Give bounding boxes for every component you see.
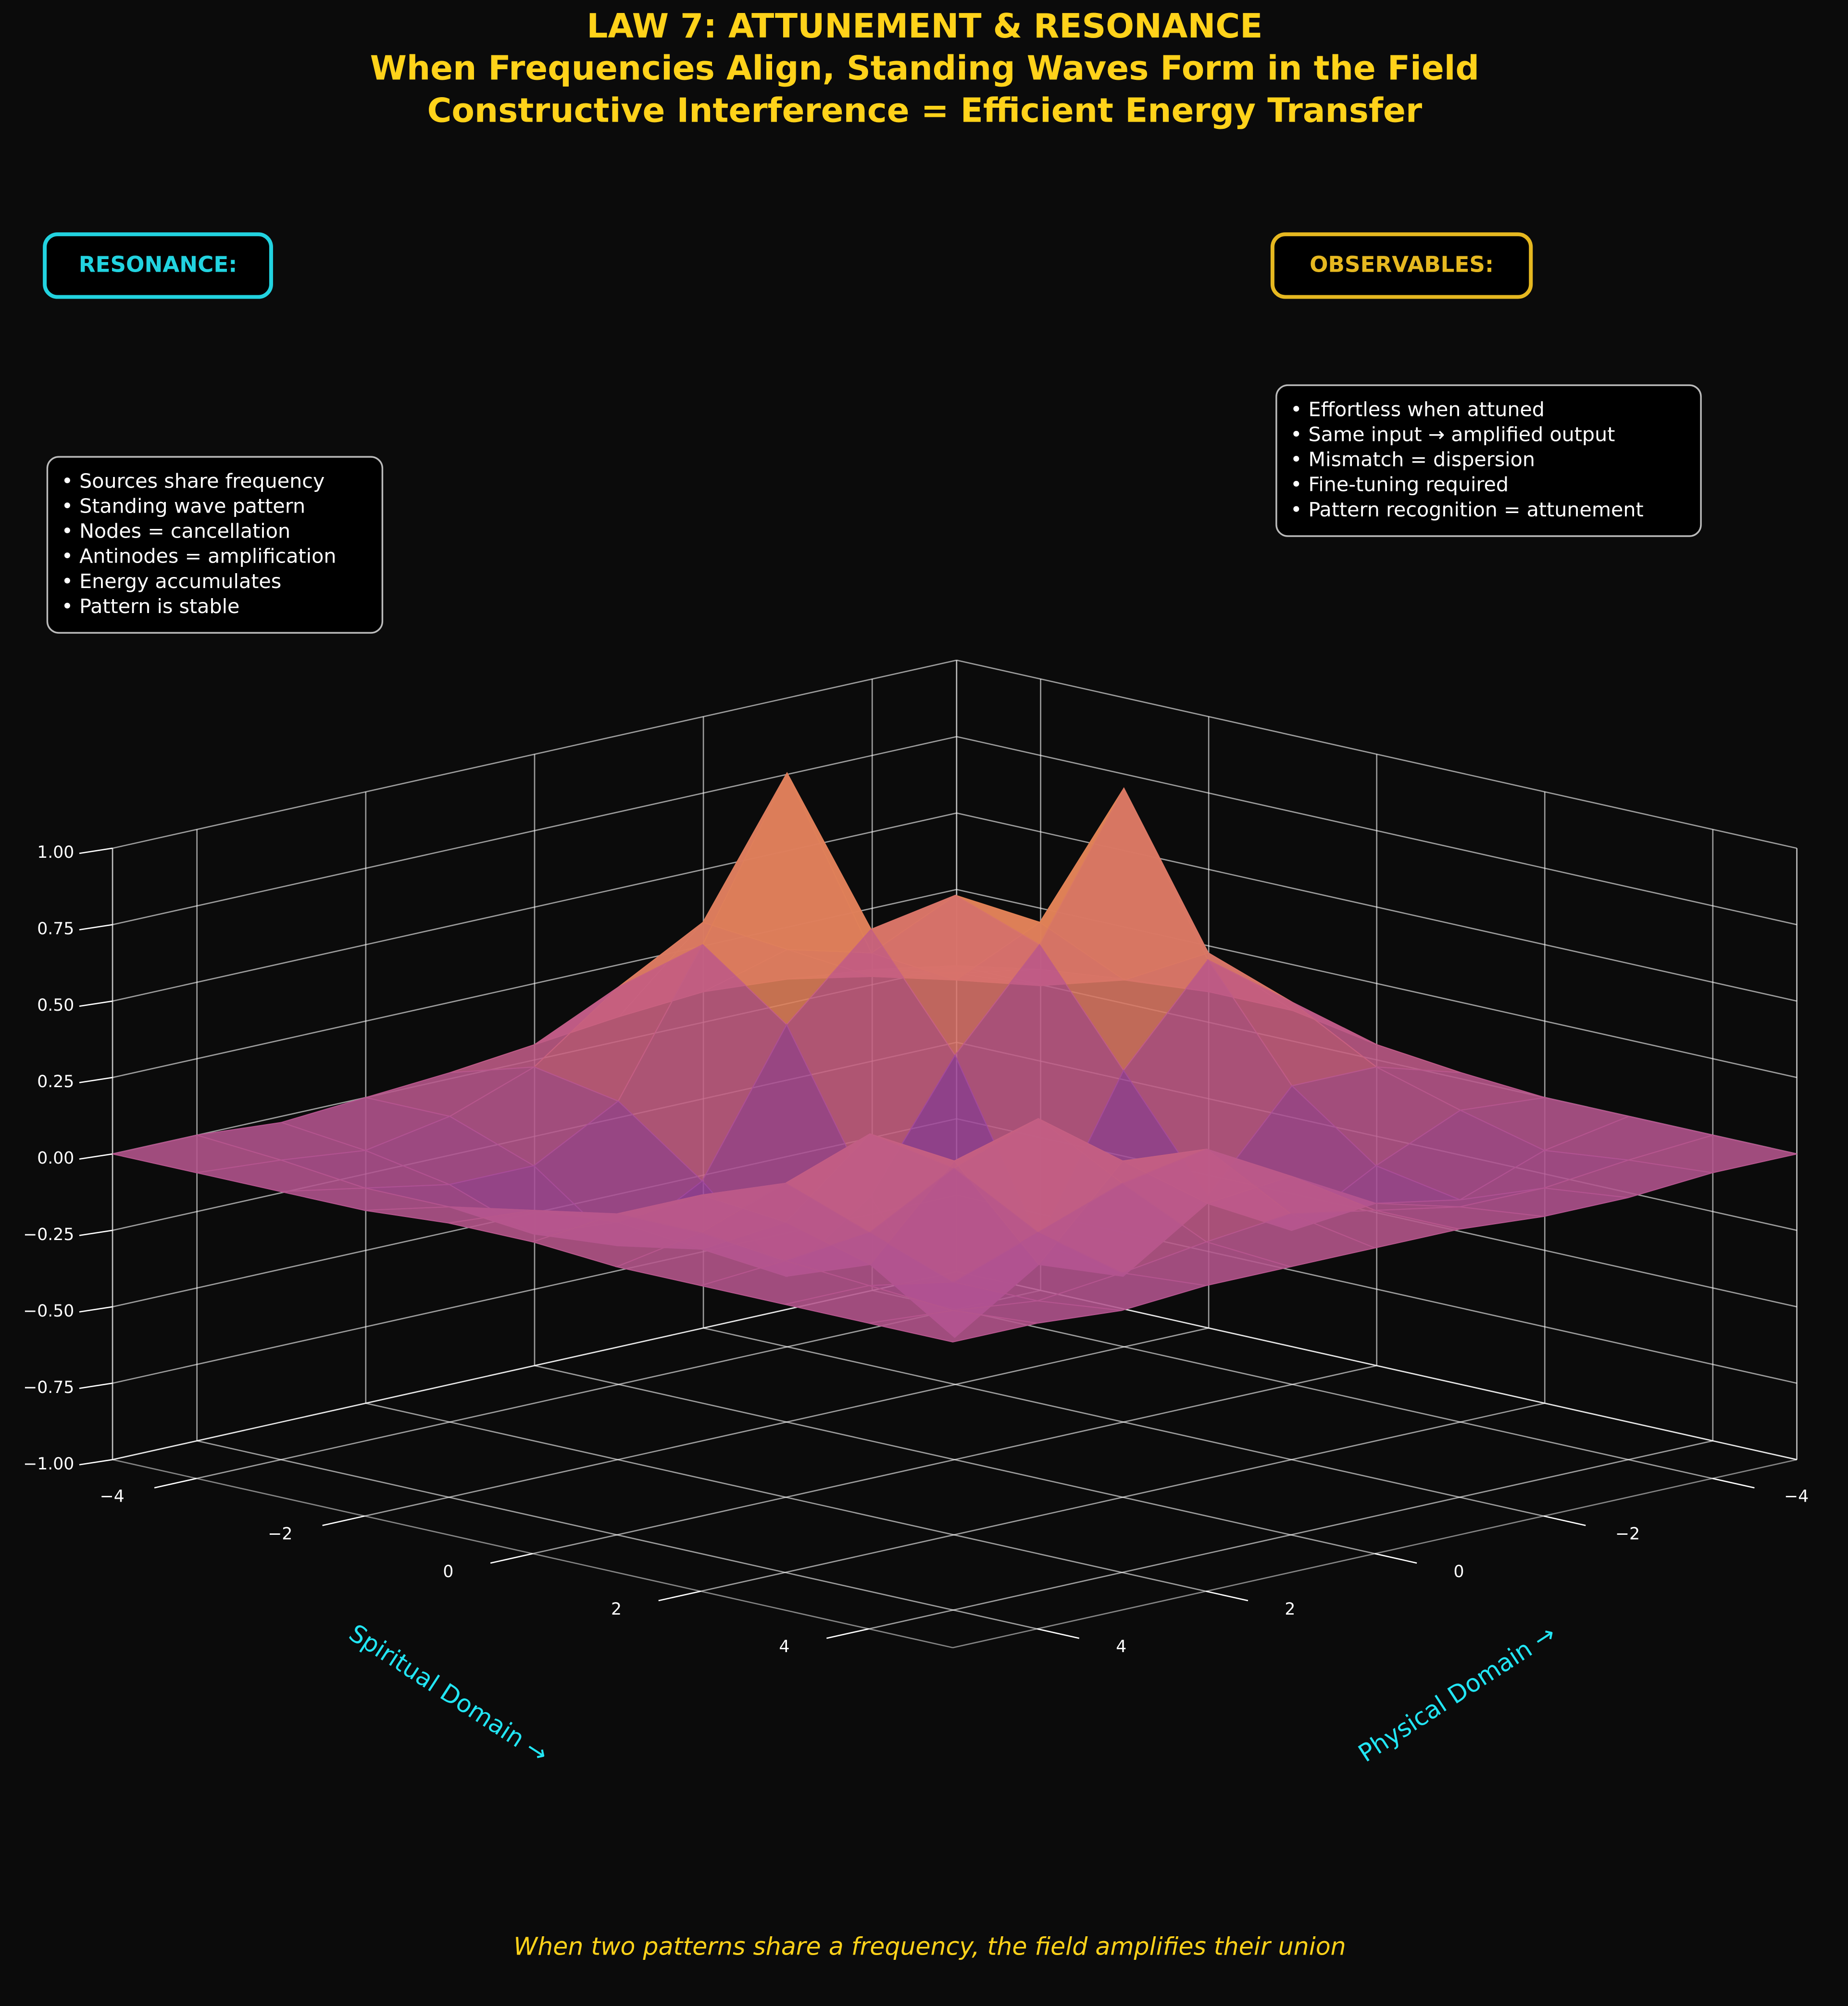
x-tick-label: −4 (100, 1487, 125, 1506)
caption: When two patterns share a frequency, the… (513, 1932, 1346, 1960)
y-tick-label: −4 (1784, 1487, 1809, 1506)
surface-patch (868, 1310, 1037, 1343)
y-tick (1037, 1628, 1080, 1639)
y-tick-label: 0 (1453, 1562, 1464, 1581)
x-tick (322, 1515, 365, 1526)
surface (112, 772, 1797, 1343)
annotation-item: • Energy accumulates (62, 570, 282, 593)
annotation-item: • Sources share frequency (62, 469, 325, 492)
annotation-box (1275, 384, 1702, 537)
y-tick (1206, 1591, 1249, 1602)
annotation-boxes: RESONANCE: • Sources share frequency• Sta… (43, 232, 1702, 634)
z-tick (79, 1077, 113, 1083)
z-tick-label: 0.25 (37, 1072, 74, 1091)
annotation-item: • Mismatch = dispersion (1290, 448, 1535, 471)
annotation-header: RESONANCE: (79, 252, 237, 277)
annotation-item: • Nodes = cancellation (62, 520, 290, 543)
annotation-header-box (1270, 232, 1533, 299)
grid-line (112, 659, 957, 849)
z-tick (79, 924, 113, 931)
x-tick (490, 1553, 533, 1564)
annotation-item: • Effortless when attuned (1290, 398, 1545, 421)
y-tick-label: 4 (1116, 1637, 1126, 1656)
z-tick-label: −0.50 (23, 1302, 74, 1321)
annotation-box (46, 456, 384, 634)
grid-line (534, 1365, 1375, 1555)
z-tick (79, 1382, 113, 1389)
z-tick-label: −1.00 (23, 1454, 74, 1474)
z-tick (79, 847, 113, 854)
z-tick (79, 1459, 113, 1466)
x-tick-label: 4 (779, 1637, 790, 1656)
z-tick-label: 0.75 (37, 919, 74, 939)
z-tick (79, 1306, 113, 1313)
y-tick (1712, 1478, 1755, 1489)
chart-subtitle: When Frequencies Align, Standing Waves F… (370, 50, 1479, 88)
z-tick-label: 0.00 (37, 1149, 74, 1168)
annotation-item: • Pattern recognition = attunement (1290, 498, 1644, 521)
annotation-item: • Fine-tuning required (1290, 473, 1509, 496)
grid-line (112, 736, 957, 926)
z-tick (79, 1000, 113, 1007)
z-tick (79, 1153, 113, 1160)
grid-line (956, 659, 1797, 849)
annotation-item: • Antinodes = amplification (62, 545, 337, 568)
grid-line (956, 736, 1797, 926)
annotation-header: OBSERVABLES: (1310, 252, 1494, 277)
x-tick-label: 0 (443, 1562, 453, 1581)
y-tick-label: −2 (1615, 1525, 1640, 1544)
y-tick (1543, 1515, 1586, 1526)
grid-line (197, 1440, 1037, 1630)
x-tick (826, 1628, 869, 1639)
x-tick (658, 1591, 701, 1602)
annotation-item: • Standing wave pattern (62, 494, 305, 517)
annotation-item: • Pattern is stable (62, 595, 240, 618)
x-tick-label: 2 (611, 1600, 622, 1619)
annotation-header-box (43, 232, 273, 299)
y-tick (1374, 1553, 1417, 1564)
z-tick-label: 0.50 (37, 996, 74, 1015)
grid-line (365, 1403, 1206, 1592)
chart-title: LAW 7: ATTUNEMENT & RESONANCE (587, 7, 1262, 46)
z-tick (79, 1229, 113, 1236)
y-tick-label: 2 (1285, 1600, 1295, 1619)
annotation-item: • Same input → amplified output (1290, 423, 1615, 446)
z-tick-label: −0.75 (23, 1378, 74, 1397)
grid-line (703, 1327, 1544, 1517)
x-tick-label: −2 (268, 1525, 292, 1544)
chart-subtitle: Constructive Interference = Efficient En… (427, 92, 1422, 130)
x-tick (154, 1478, 197, 1489)
z-tick-label: 1.00 (37, 843, 74, 862)
z-tick-label: −0.25 (23, 1225, 74, 1244)
